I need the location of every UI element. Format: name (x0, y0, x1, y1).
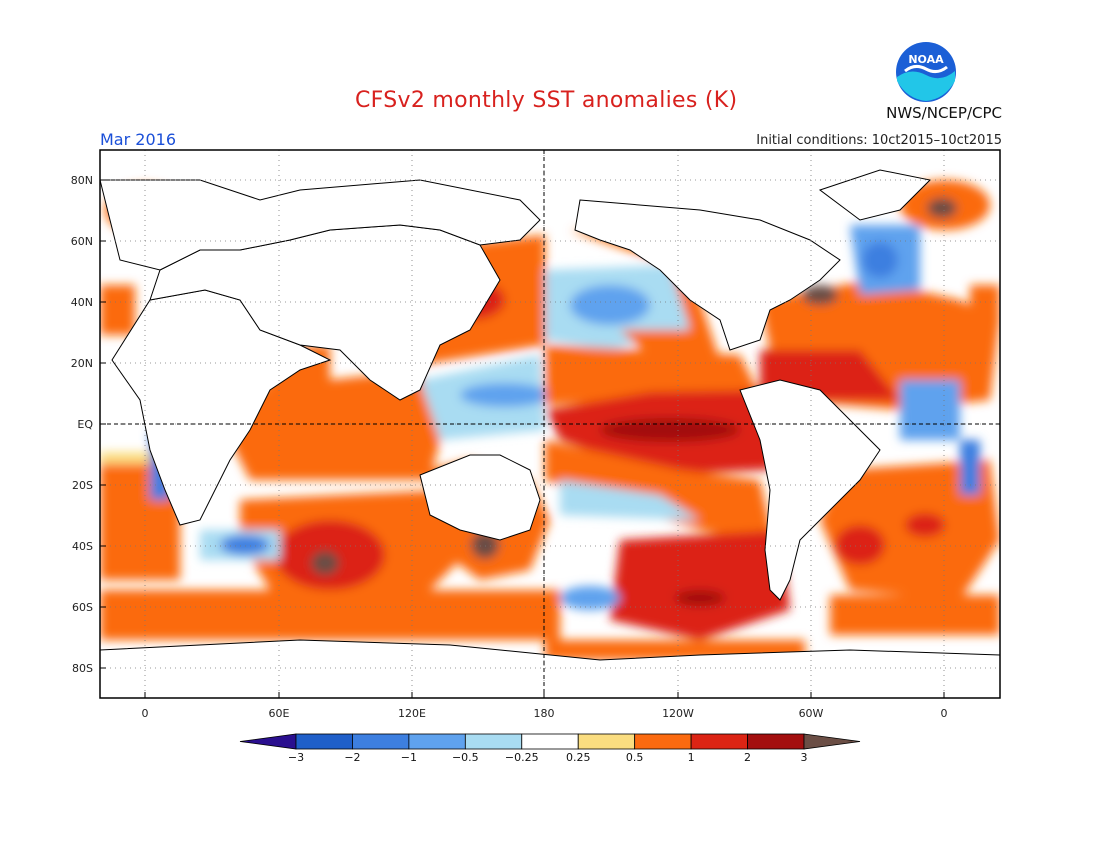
colorbar-bin (408, 733, 466, 750)
colorbar-label: 0.5 (626, 751, 644, 764)
lat-tick-label: 60S (72, 601, 93, 614)
colorbar-high-extension (803, 733, 861, 750)
colorbar-label: 0.25 (566, 751, 591, 764)
lat-tick-label: 40N (71, 296, 93, 309)
colorbar-label: 2 (744, 751, 751, 764)
colorbar-low-extension (239, 733, 297, 750)
antarctica-outline (100, 639, 1000, 698)
lon-tick-label: 120E (398, 707, 426, 720)
colorbar-label: 1 (688, 751, 695, 764)
lat-tick-label: 80S (72, 662, 93, 675)
chart-title: CFSv2 monthly SST anomalies (K) (355, 88, 738, 113)
greenland-outline (818, 169, 932, 221)
noaa-logo-icon: NOAA (896, 42, 956, 102)
colorbar-bin (577, 733, 636, 750)
graticule (100, 150, 1000, 698)
initial-conditions: Initial conditions: 10ct2015–10ct2015 (756, 133, 1002, 148)
colorbar-bin (295, 733, 353, 750)
colorbar-bin (634, 733, 692, 750)
north-america-outline (574, 199, 841, 351)
lon-tick-label: 120W (662, 707, 694, 720)
longitude-axis: 0 60E 120E 180 120W 60W 0 (142, 692, 948, 720)
lat-tick-label: 20S (72, 479, 93, 492)
forecast-period: Mar 2016 (100, 130, 176, 149)
colorbar-bin (521, 733, 579, 750)
colorbar-label: 3 (801, 751, 808, 764)
lon-tick-label: 60E (269, 707, 290, 720)
continent-outlines (100, 169, 1000, 698)
colorbar-bin (464, 733, 523, 750)
colorbar-label: −2 (344, 751, 360, 764)
lat-tick-label: 80N (71, 174, 93, 187)
latitude-axis: 80N 60N 40N 20N EQ 20S 40S 60S 80S (71, 174, 106, 675)
colorbar-label: −3 (288, 751, 304, 764)
lon-tick-label: 180 (534, 707, 555, 720)
lon-tick-label: 60W (799, 707, 824, 720)
colorbar-bin (690, 733, 748, 750)
lon-tick-label: 0 (142, 707, 149, 720)
lon-tick-label: 0 (941, 707, 948, 720)
south-america-outline (739, 379, 881, 601)
colorbar-label: −0.25 (505, 751, 539, 764)
lat-tick-label: EQ (77, 418, 93, 431)
logo-text: NOAA (908, 53, 944, 66)
australia-outline (419, 454, 541, 541)
colorbar-label: −1 (401, 751, 417, 764)
northern-asia-outline (100, 179, 541, 271)
colorbar-bin (747, 733, 805, 750)
lat-tick-label: 20N (71, 357, 93, 370)
colorbar-label: −0.5 (452, 751, 479, 764)
lat-tick-label: 40S (72, 540, 93, 553)
lat-tick-label: 60N (71, 235, 93, 248)
colorbar-bin (352, 733, 410, 750)
agency-label: NWS/NCEP/CPC (886, 104, 1002, 122)
